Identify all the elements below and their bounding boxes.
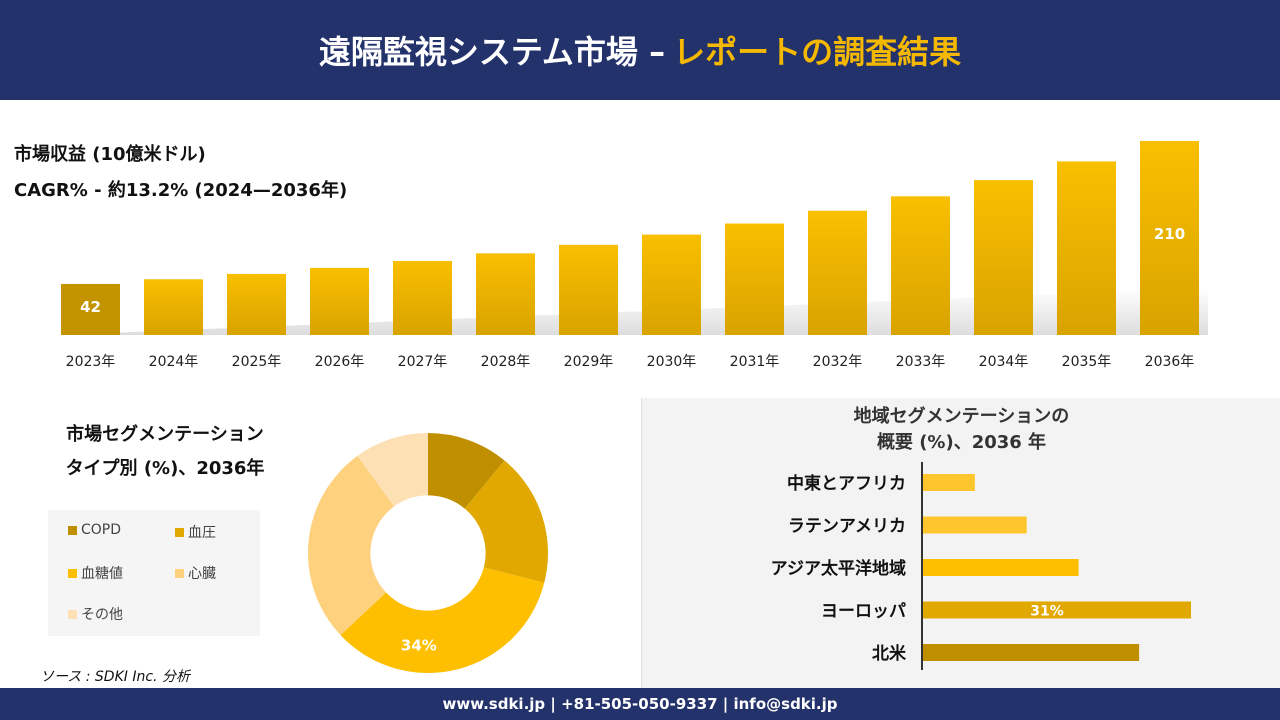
pie-title-line2: タイプ別 (%)、2036年 <box>65 458 265 479</box>
donut-slice <box>340 567 545 673</box>
revenue-bar <box>559 244 618 335</box>
year-tick-label: 2027年 <box>398 354 448 370</box>
region-bar <box>923 474 975 491</box>
year-tick-label: 2026年 <box>315 354 365 370</box>
year-tick-label: 2023年 <box>66 354 116 370</box>
donut-slice <box>357 433 428 507</box>
title-main: 遠隔監視システム市場 – <box>318 33 666 71</box>
legend-swatch <box>68 525 77 535</box>
year-tick-label: 2031年 <box>730 354 780 370</box>
year-tick-label: 2034年 <box>979 354 1029 370</box>
revenue-bar-chart: 2023年 42 2024年 2025年 2026年 2027年 2028年 2029年 203… <box>60 140 1208 370</box>
pie-title-line1: 市場セグメンテーション <box>66 424 264 445</box>
source-note: ソース : SDKI Inc. 分析 <box>40 669 190 685</box>
region-label: 中東とアフリカ <box>787 473 906 494</box>
region-title-line2: 概要 (%)、2036 年 <box>876 432 1047 453</box>
donut-slice <box>428 433 505 509</box>
revenue-label: 市場収益 (10億米ドル) <box>14 144 206 165</box>
year-tick-label: 2025年 <box>232 354 282 370</box>
year-tick-label: 2030年 <box>647 354 697 370</box>
type-segment-panel: 市場セグメンテーション タイプ別 (%)、2036年 COPD 血圧血糖値 心臓その他… <box>0 398 640 688</box>
legend-label: 血糖値 <box>81 566 123 582</box>
legend-item: 心臓 <box>175 563 216 583</box>
title-accent: レポートの調査結果 <box>673 33 962 71</box>
revenue-bar <box>393 260 452 335</box>
legend-item: COPD <box>68 522 121 538</box>
year-tick-label: 2033年 <box>896 354 946 370</box>
type-donut-chart: 34% <box>308 433 548 673</box>
revenue-bar <box>891 196 950 335</box>
header-title: 遠隔監視システム市場 – レポートの調査結果 <box>0 0 1280 100</box>
revenue-bar <box>725 223 784 335</box>
year-tick-label: 2036年 <box>1145 354 1195 370</box>
year-tick-label: 2029年 <box>564 354 614 370</box>
legend-swatch <box>68 568 77 578</box>
revenue-bar <box>974 180 1033 335</box>
pie-legend: COPD 血圧血糖値 心臓その他 <box>48 510 260 636</box>
legend-item: その他 <box>68 604 123 624</box>
region-label: ラテンアメリカ <box>788 517 906 537</box>
revenue-bar <box>310 267 369 335</box>
year-tick-label: 2024年 <box>149 354 199 370</box>
legend-label: 心臓 <box>188 566 216 582</box>
legend-label: COPD <box>81 522 122 538</box>
footer-contact: www.sdki.jp | +81-505-050-9337 | info@sd… <box>0 688 1280 720</box>
bar-data-label: 31% <box>1030 604 1064 620</box>
region-label: アジア太平洋地域 <box>771 558 906 579</box>
region-title: 地域セグメンテーションの 概要 (%)、2036 年 <box>642 404 1280 456</box>
region-bar <box>923 559 1079 576</box>
donut-slice <box>308 455 395 636</box>
year-tick-label: 2032年 <box>813 354 863 370</box>
region-label: ヨーロッパ <box>821 602 906 622</box>
legend-swatch <box>68 609 77 619</box>
region-bar <box>923 516 1027 534</box>
region-segment-panel: 地域セグメンテーションの 概要 (%)、2036 年 中東とアフリカ ラテンアメリカ… <box>641 398 1280 688</box>
revenue-bar <box>642 234 701 335</box>
legend-swatch <box>175 527 184 537</box>
year-tick-label: 2035年 <box>1062 354 1112 370</box>
revenue-section: 市場収益 (10億米ドル) CAGR% - 約13.2% (2024—2036年… <box>0 100 1280 395</box>
region-title-line1: 地域セグメンテーションの <box>853 406 1070 427</box>
legend-item: 血糖値 <box>68 563 123 583</box>
bar-data-label: 210 <box>1154 225 1185 243</box>
revenue-bar <box>144 279 203 335</box>
legend-label: 血圧 <box>188 525 216 541</box>
cagr-label: CAGR% - 約13.2% (2024—2036年) <box>14 180 348 201</box>
revenue-bar <box>227 273 286 335</box>
pie-title: 市場セグメンテーション タイプ別 (%)、2036年 <box>30 418 300 486</box>
region-bar <box>923 644 1140 661</box>
donut-slice <box>464 460 548 583</box>
revenue-bar <box>1057 161 1116 335</box>
revenue-bar <box>1140 140 1199 335</box>
slice-data-label: 34% <box>401 636 437 654</box>
legend-item: 血圧 <box>175 522 216 542</box>
region-bar <box>923 601 1191 619</box>
legend-swatch <box>175 568 184 578</box>
year-tick-label: 2028年 <box>481 354 531 370</box>
revenue-bar <box>476 253 535 335</box>
bar-data-label: 42 <box>80 298 101 316</box>
region-label: 北米 <box>872 643 907 664</box>
revenue-bar <box>61 283 120 335</box>
legend-label: その他 <box>81 607 123 623</box>
revenue-bar <box>808 210 867 335</box>
